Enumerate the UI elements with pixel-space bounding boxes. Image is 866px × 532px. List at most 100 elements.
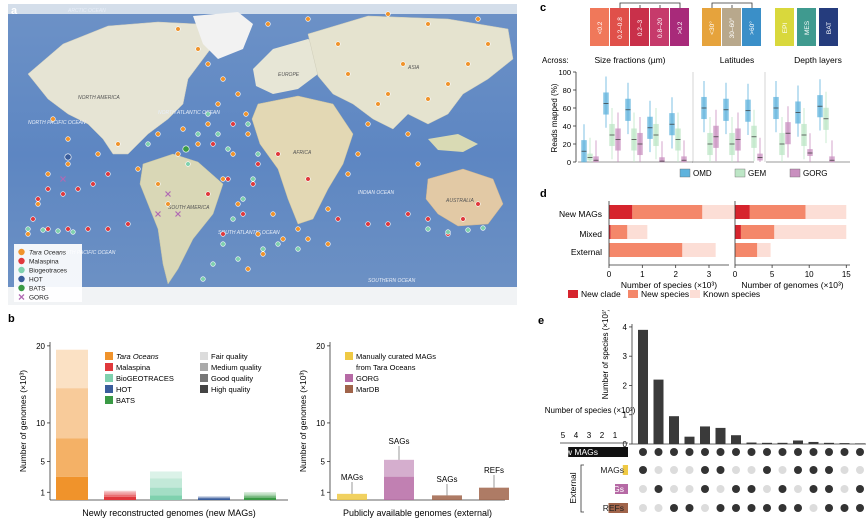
station-point [215, 131, 221, 137]
bar [479, 487, 509, 500]
matrix-dot [763, 448, 771, 456]
legend-label: GORG [356, 374, 379, 383]
bar-segment [244, 497, 276, 500]
set-size-bar [608, 503, 628, 513]
station-point [35, 201, 41, 207]
station-point [325, 206, 331, 212]
map-legend: Tara Oceans Malaspina Biogeotraces HOT BATS G… [18, 248, 68, 302]
y-tick-label: 0 [623, 440, 628, 449]
box-body [829, 156, 835, 163]
station-point [405, 211, 411, 217]
matrix-dot [763, 504, 771, 512]
box-body [587, 153, 593, 161]
condition-box [610, 8, 629, 46]
set-label: SAGs [602, 484, 624, 494]
station-point [205, 111, 211, 117]
legend-label: Tara Oceans [116, 352, 159, 361]
legend-swatch [568, 290, 578, 298]
y-tick-label: 40 [563, 122, 571, 131]
station-point [220, 176, 226, 182]
matrix-dot [825, 504, 833, 512]
station-point [475, 16, 481, 22]
legend-label: Known species [703, 289, 760, 299]
station-point [175, 26, 181, 32]
panel-b: b 1 5 10 20 Number of genomes (×10³) Newly re… [0, 310, 530, 527]
intersection-bar [653, 379, 664, 444]
legend-swatch [200, 352, 208, 360]
station-point [185, 161, 191, 167]
region-label: NORTH AMERICA [78, 95, 120, 101]
set-size-tick: 1 [613, 431, 618, 440]
matrix-dot [654, 504, 663, 512]
station-point [65, 136, 71, 142]
matrix-dot [763, 466, 771, 474]
external-bars: 1 5 10 20 Number of genomes (×10³) Publicly a… [298, 342, 509, 518]
legend-label: Medium quality [211, 363, 262, 372]
legend-label: Biogeotraces [29, 268, 68, 275]
station-point [255, 231, 261, 237]
legend-swatch [734, 168, 746, 178]
bar-label: REFs [484, 466, 504, 475]
station-point [195, 46, 201, 52]
legend-swatch [200, 374, 208, 382]
station-point [25, 231, 31, 237]
station-point [25, 226, 31, 232]
station-point [205, 61, 211, 67]
bar-label: MAGs [341, 473, 363, 482]
set-size-label: Number of species (×10³) [545, 406, 636, 415]
condition-label: <0.2 [597, 21, 604, 34]
chart-title: Publicly available genomes (external) [343, 508, 492, 518]
station-gorg [165, 191, 171, 197]
set-size-bar [622, 465, 628, 475]
legend-label: New clade [581, 289, 621, 299]
station-point [240, 196, 246, 202]
group-title: Size fractions (µm) [594, 55, 665, 65]
matrix-dot [809, 448, 818, 456]
box-plots [581, 76, 835, 163]
matrix-dot [716, 485, 725, 493]
matrix-dot [639, 448, 647, 456]
station-point [155, 131, 161, 137]
station-point [125, 221, 131, 227]
legend-swatch [105, 363, 113, 371]
bar-segment [198, 497, 230, 499]
region-label: NORTH PACIFIC OCEAN [28, 120, 86, 126]
region-label: AFRICA [292, 150, 312, 156]
condition-box [797, 8, 816, 46]
set-size-tick: 5 [561, 431, 566, 440]
matrix-dot [701, 504, 709, 512]
y-tick-label: 100 [558, 68, 571, 77]
station-point [325, 241, 331, 247]
bar-segment [609, 225, 611, 239]
station-point [30, 216, 36, 222]
bar-segment [104, 494, 136, 497]
bar-segment [609, 243, 683, 257]
legend-label: Malaspina [29, 259, 59, 266]
matrix-dot [794, 448, 802, 456]
greenland [193, 12, 253, 59]
bar-label: SAGs [437, 475, 458, 484]
matrix-dot [670, 504, 678, 512]
box-body [593, 156, 599, 163]
y-tick-label: 4 [623, 323, 628, 332]
station-point [375, 101, 381, 107]
legend-swatch [105, 385, 113, 393]
station-point [255, 151, 261, 157]
matrix-dot [856, 448, 864, 456]
station-point [385, 11, 391, 17]
south-america [139, 153, 224, 285]
condition-label: MES [804, 20, 811, 35]
external-bracket [580, 464, 584, 513]
station-point [75, 186, 81, 192]
station-point [175, 151, 181, 157]
legend-swatch [690, 290, 700, 298]
legend-label: GORG [29, 295, 49, 302]
matrix-dot [794, 485, 802, 493]
across-label: Across: [542, 56, 569, 65]
y-tick-label: 1 [41, 488, 46, 497]
station-point [465, 61, 471, 67]
y-tick-label: 10 [316, 419, 325, 428]
station-point [265, 21, 271, 27]
bar-segment [104, 490, 136, 493]
station-point [405, 131, 411, 137]
